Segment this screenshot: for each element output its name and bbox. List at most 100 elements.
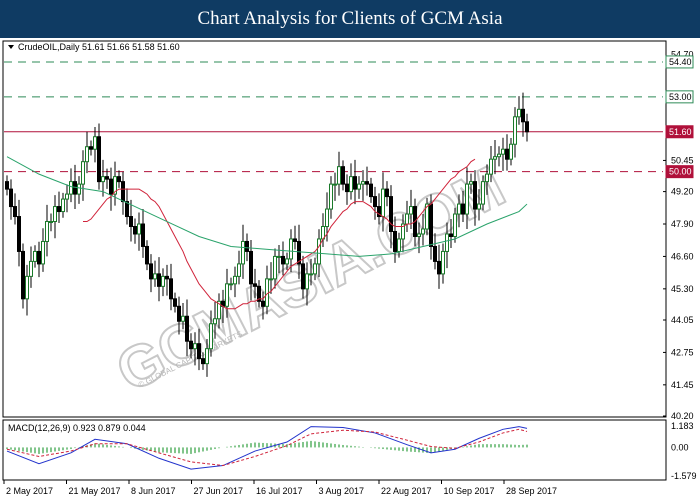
- candle: [257, 280, 261, 308]
- candle: [49, 213, 53, 232]
- svg-text:54.40: 54.40: [669, 57, 692, 67]
- candle: [153, 260, 157, 287]
- macd-line: [6, 426, 528, 470]
- candle: [449, 219, 453, 248]
- y-tick-label: 40.20: [671, 411, 694, 421]
- candle: [89, 140, 93, 156]
- candle: [361, 170, 365, 201]
- candle: [37, 241, 41, 278]
- candle: [229, 277, 233, 291]
- macd-signal-line: [6, 428, 528, 467]
- candle: [197, 328, 201, 371]
- candle: [173, 292, 177, 313]
- candle: [301, 255, 305, 299]
- candle: [77, 176, 81, 204]
- candle: [97, 123, 101, 190]
- candle: [149, 254, 153, 293]
- candle: [489, 145, 493, 183]
- level-tag-54.40: 54.40: [665, 55, 694, 69]
- candle: [437, 244, 441, 289]
- candle: [53, 195, 57, 239]
- collapse-triangle-icon[interactable]: [8, 45, 14, 49]
- candle: [25, 264, 29, 316]
- candle: [117, 170, 121, 188]
- ma-red-line: [83, 158, 476, 310]
- x-tick-label: 3 Aug 2017: [319, 486, 365, 496]
- y-tick-label: 41.45: [671, 380, 694, 390]
- symbol-info: CrudeOIL,Daily 51.61 51.66 51.58 51.60: [18, 42, 180, 52]
- candle: [101, 159, 105, 197]
- x-tick-label: 27 Jun 2017: [194, 486, 244, 496]
- candle: [445, 222, 449, 269]
- macd-y-tick-label: 1.183: [671, 421, 694, 431]
- candle: [113, 161, 117, 206]
- candle: [369, 177, 373, 203]
- y-tick-label: 54.70: [671, 49, 694, 59]
- candle: [13, 193, 17, 225]
- candle: [525, 113, 529, 142]
- candle: [29, 246, 33, 288]
- candle: [477, 189, 481, 221]
- candle: [93, 127, 97, 163]
- candle: [253, 268, 257, 298]
- candle: [9, 179, 13, 220]
- candle: [125, 188, 129, 225]
- candle: [45, 204, 49, 257]
- candle: [61, 192, 65, 218]
- candle: [137, 212, 141, 251]
- candle: [157, 257, 161, 302]
- candle: [293, 225, 297, 250]
- candle: [337, 151, 341, 196]
- candle: [141, 209, 145, 258]
- candle: [441, 243, 445, 284]
- candle: [329, 176, 333, 219]
- candle: [425, 197, 429, 236]
- candle: [205, 338, 209, 377]
- x-tick-label: 22 Aug 2017: [381, 486, 432, 496]
- candle: [213, 302, 217, 339]
- price-chart: GCMASIA.COM© GLOBAL CAPITAL MARKETS 54.7…: [0, 38, 700, 500]
- macd-panel-frame: [2, 419, 667, 481]
- y-tick-label: 44.05: [671, 315, 694, 325]
- candle: [333, 172, 337, 201]
- candle: [509, 137, 513, 166]
- candle: [145, 240, 149, 271]
- candle: [225, 268, 229, 318]
- candle: [5, 175, 9, 196]
- candle: [349, 163, 353, 200]
- candle: [409, 189, 413, 229]
- x-tick-label: 16 Jul 2017: [256, 486, 303, 496]
- candle: [241, 224, 245, 279]
- candle: [421, 214, 425, 246]
- candle: [401, 214, 405, 253]
- candle: [285, 252, 289, 271]
- candle: [481, 175, 485, 211]
- candle: [177, 296, 181, 335]
- candle: [473, 170, 477, 226]
- candle: [133, 218, 137, 244]
- y-tick-label: 45.30: [671, 284, 694, 294]
- candle: [249, 239, 253, 301]
- candle: [165, 264, 169, 296]
- candle: [21, 243, 25, 309]
- candle: [493, 139, 497, 175]
- macd-label: MACD(12,26,9) 0.923 0.879 0.044: [8, 423, 146, 433]
- main-panel-frame: [2, 40, 667, 418]
- candle: [453, 207, 457, 243]
- x-tick-label: 8 Jun 2017: [131, 486, 176, 496]
- ma-green-line: [6, 156, 528, 257]
- candle: [397, 232, 401, 258]
- candle: [121, 171, 125, 215]
- level-tag-51.60: 51.60: [665, 125, 694, 139]
- candle: [201, 352, 205, 370]
- candle: [273, 248, 277, 289]
- x-tick-label: 21 May 2017: [69, 486, 121, 496]
- svg-text:50.00: 50.00: [669, 167, 692, 177]
- candle: [497, 146, 501, 167]
- candle: [17, 199, 21, 267]
- candle: [341, 160, 345, 191]
- candle: [465, 167, 469, 229]
- candle: [181, 303, 185, 330]
- svg-text:51.60: 51.60: [669, 127, 692, 137]
- candle: [85, 131, 89, 174]
